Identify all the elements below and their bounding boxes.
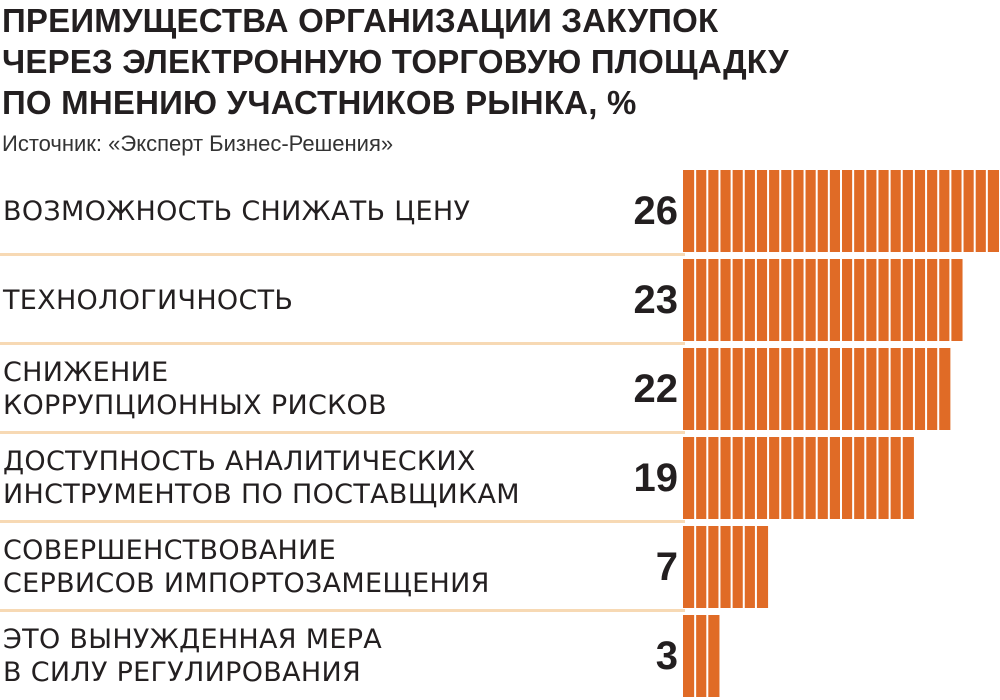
category-label-line: КОРРУПЦИОННЫХ РИСКОВ [3, 390, 387, 421]
value-label: 7 [655, 545, 678, 589]
category-label-line: В СИЛУ РЕГУЛИРОВАНИЯ [3, 657, 362, 688]
chart-title: ПРЕИМУЩЕСТВА ОРГАНИЗАЦИИ ЗАКУПОК ЧЕРЕЗ Э… [2, 0, 992, 123]
value-label: 3 [655, 634, 678, 678]
bar [683, 615, 720, 697]
category-label-line: ВОЗМОЖНОСТЬ СНИЖАТЬ ЦЕНУ [3, 195, 471, 227]
bar [683, 259, 963, 341]
category-label: ТЕХНОЛОГИЧНОСТЬ [3, 284, 293, 317]
bar-group [683, 615, 720, 697]
bar-group [683, 348, 951, 430]
category-label-line: ЭТО ВЫНУЖДЕННАЯ МЕРА [3, 624, 383, 655]
row-separator [0, 520, 685, 523]
category-label-line: ИНСТРУМЕНТОВ ПО ПОСТАВЩИКАМ [3, 479, 520, 510]
category-label-line: СЕРВИСОВ ИМПОРТОЗАМЕЩЕНИЯ [3, 568, 490, 599]
chart-source: Источник: «Эксперт Бизнес-Решения» [2, 131, 394, 156]
value-label: 26 [633, 189, 679, 233]
category-label-line: СНИЖЕНИЕ [3, 357, 169, 388]
row-separator [0, 342, 685, 345]
row-separator [0, 253, 685, 256]
chart-title-line: ПО МНЕНИЮ УЧАСТНИКОВ РЫНКА, % [2, 84, 637, 121]
chart-title-line: ЧЕРЕЗ ЭЛЕКТРОННУЮ ТОРГОВУЮ ПЛОЩАДКУ [2, 43, 789, 80]
bar-group [683, 526, 769, 608]
row-separator [0, 431, 685, 434]
category-label-line: ДОСТУПНОСТЬ АНАЛИТИЧЕСКИХ [3, 446, 476, 477]
bar-group [683, 170, 999, 252]
category-label-line: ТЕХНОЛОГИЧНОСТЬ [3, 284, 294, 316]
category-label: СНИЖЕНИЕ КОРРУПЦИОННЫХ РИСКОВ [3, 356, 387, 422]
category-label: ДОСТУПНОСТЬ АНАЛИТИЧЕСКИХ ИНСТРУМЕНТОВ ПО… [3, 445, 520, 511]
row-separator [0, 609, 685, 612]
category-label: ВОЗМОЖНОСТЬ СНИЖАТЬ ЦЕНУ [3, 195, 470, 228]
category-label: ЭТО ВЫНУЖДЕННАЯ МЕРА В СИЛУ РЕГУЛИРОВАНИЯ [3, 623, 382, 689]
value-label: 22 [633, 367, 679, 411]
bar-group [683, 437, 914, 519]
value-label: 23 [633, 278, 679, 322]
value-label: 19 [633, 456, 679, 500]
category-label-line: СОВЕРШЕНСТВОВАНИЕ [3, 535, 336, 566]
chart-title-line: ПРЕИМУЩЕСТВА ОРГАНИЗАЦИИ ЗАКУПОК [2, 2, 719, 39]
category-label: СОВЕРШЕНСТВОВАНИЕ СЕРВИСОВ ИМПОРТОЗАМЕЩЕН… [3, 534, 490, 600]
bar [683, 526, 769, 608]
bar-group [683, 259, 963, 341]
bar [683, 437, 914, 519]
